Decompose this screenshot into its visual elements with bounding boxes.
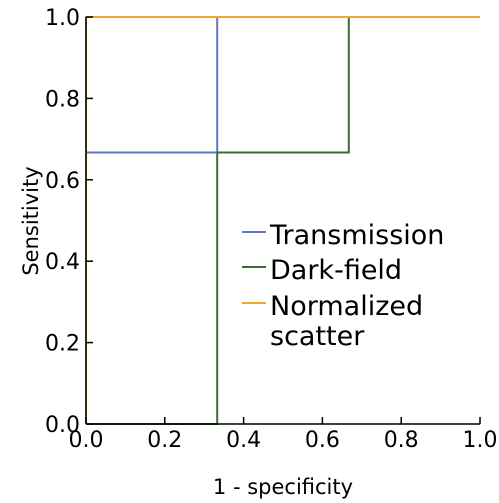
legend-label: Normalized xyxy=(270,291,423,322)
x-tick-label: 0.2 xyxy=(147,428,182,453)
x-tick-label: 0.6 xyxy=(305,428,340,453)
y-tick-label: 0.0 xyxy=(45,413,80,438)
y-axis-title: Sensitivity xyxy=(19,166,43,275)
y-tick-label: 0.4 xyxy=(45,250,80,275)
y-tick-label: 0.8 xyxy=(45,87,80,112)
x-axis-title: 1 - specificity xyxy=(213,475,353,499)
x-tick-label: 0.0 xyxy=(69,428,104,453)
axes-layer: 0.0 0.2 0.4 0.6 0.8 1.0 0.0 0.2 0.4 0.6 0.8 1.0 xyxy=(45,6,498,453)
y-tick-label: 0.6 xyxy=(45,169,80,194)
x-tick-label: 1.0 xyxy=(463,428,498,453)
x-tick-label: 0.4 xyxy=(226,428,261,453)
legend-label: Dark-field xyxy=(270,255,402,286)
legend-label: scatter xyxy=(270,321,365,352)
x-tick-label: 0.8 xyxy=(384,428,419,453)
legend-label: Transmission xyxy=(269,220,444,251)
y-tick-label: 0.2 xyxy=(45,332,80,357)
y-tick-label: 1.0 xyxy=(45,6,80,31)
